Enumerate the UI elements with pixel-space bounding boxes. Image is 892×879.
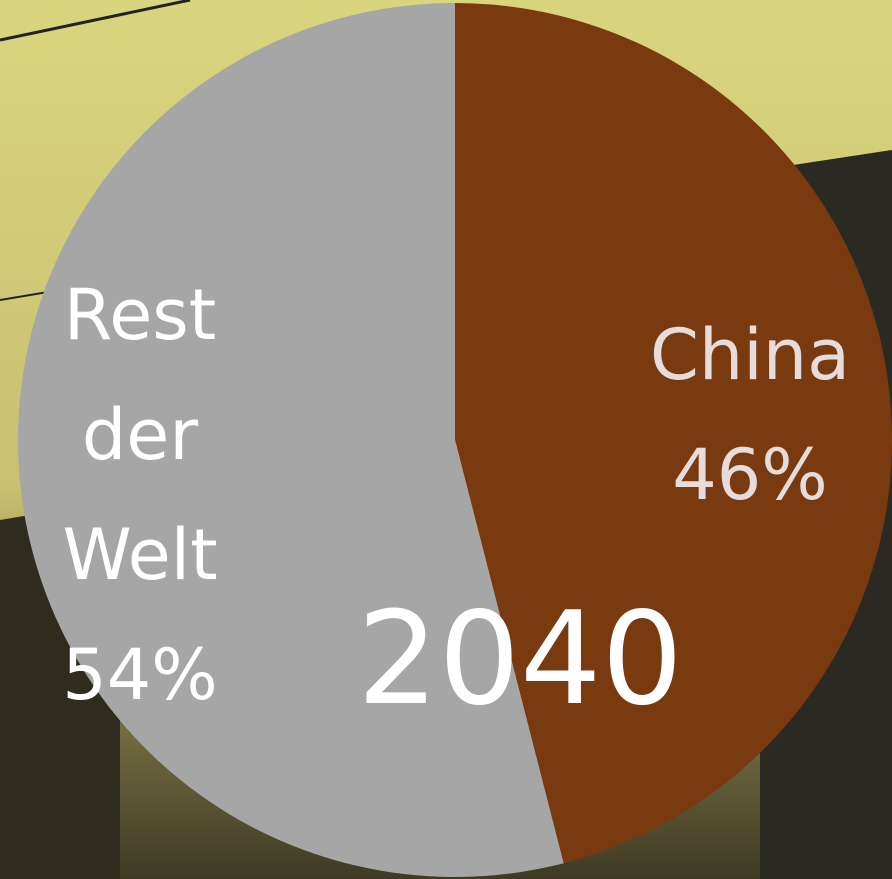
value-label: 46% bbox=[630, 415, 870, 535]
chart-title: 2040 bbox=[300, 580, 740, 740]
category-label: Rest der Welt bbox=[20, 255, 260, 615]
value-label: 54% bbox=[20, 615, 260, 735]
page: China46%Rest der Welt54% 2040 (() => { c… bbox=[0, 0, 892, 879]
category-label: China bbox=[630, 295, 870, 415]
